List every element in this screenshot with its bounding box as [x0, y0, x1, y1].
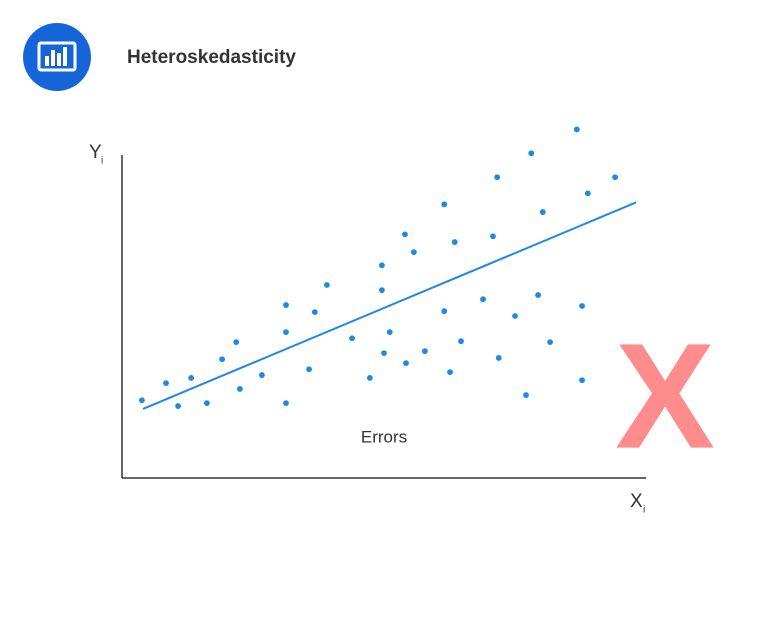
- x-axis-label-sub: i: [643, 505, 645, 516]
- data-point: [584, 190, 591, 197]
- data-point: [139, 397, 145, 404]
- data-point: [612, 174, 618, 181]
- x-axis-label: X: [630, 491, 643, 512]
- data-point: [306, 366, 312, 373]
- data-point: [495, 355, 502, 361]
- y-axis-label: Y: [89, 142, 102, 163]
- data-point: [579, 303, 585, 309]
- data-point: [458, 338, 464, 345]
- data-point: [535, 292, 541, 298]
- logo-icon: [23, 23, 91, 91]
- data-point: [283, 400, 289, 407]
- data-point: [259, 372, 265, 378]
- data-point: [188, 375, 195, 381]
- data-point: [579, 377, 585, 384]
- data-point: [539, 209, 546, 215]
- data-point: [403, 360, 409, 367]
- data-point: [349, 335, 355, 342]
- data-point: [447, 369, 453, 376]
- data-point: [480, 296, 486, 303]
- data-point: [573, 126, 580, 133]
- data-point: [451, 239, 458, 245]
- data-point: [379, 287, 385, 294]
- data-point: [528, 150, 535, 157]
- data-point: [233, 339, 240, 346]
- data-point: [323, 282, 330, 288]
- data-point: [379, 262, 385, 269]
- data-point: [441, 308, 448, 315]
- data-point: [402, 231, 408, 238]
- data-point: [441, 201, 448, 208]
- data-point: [410, 249, 417, 255]
- data-point: [311, 309, 318, 316]
- data-point: [366, 375, 373, 381]
- data-point: [490, 233, 496, 240]
- data-point: [203, 400, 210, 407]
- data-point: [523, 392, 529, 398]
- title: Heteroskedasticity: [127, 47, 296, 68]
- data-point: [163, 380, 169, 387]
- data-point: [547, 339, 554, 346]
- data-point: [386, 329, 393, 336]
- data-point: [512, 313, 518, 319]
- data-point: [421, 348, 428, 355]
- data-point: [219, 356, 225, 363]
- wrong-marker: X: [615, 312, 715, 480]
- data-point: [381, 350, 387, 357]
- data-point: [237, 386, 243, 392]
- data-point: [494, 174, 501, 181]
- annotation: Errors: [361, 427, 407, 446]
- data-point: [175, 403, 181, 409]
- y-axis-label-sub: i: [101, 156, 103, 167]
- data-point: [283, 329, 289, 336]
- trend-line: [142, 201, 637, 410]
- data-point: [283, 302, 289, 308]
